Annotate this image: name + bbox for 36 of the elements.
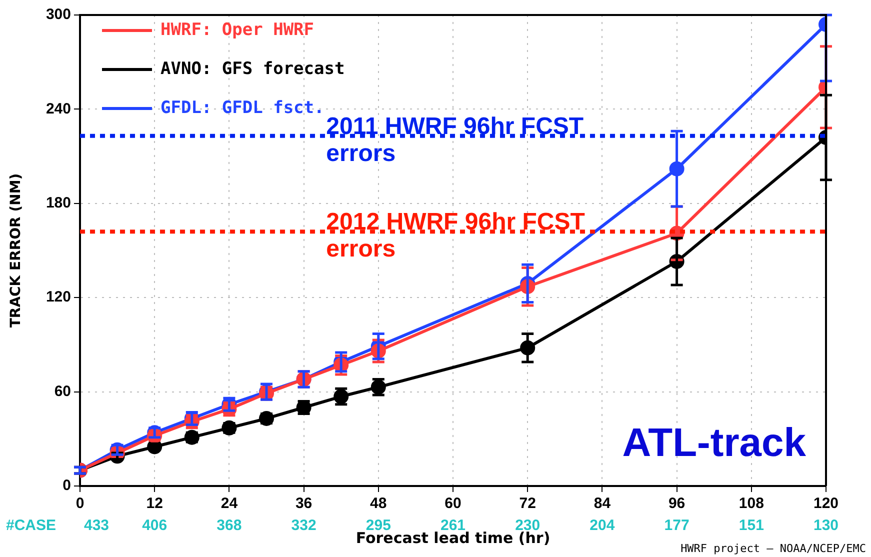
legend-label: AVNO: GFS forecast bbox=[160, 58, 345, 79]
x-tick-label: 84 bbox=[594, 495, 612, 512]
x-tick-label: 24 bbox=[220, 495, 238, 512]
x-tick-label: 96 bbox=[668, 495, 686, 512]
legend-label: HWRF: Oper HWRF bbox=[160, 20, 314, 40]
x-tick-label: 36 bbox=[295, 495, 312, 512]
text: 130 bbox=[813, 517, 839, 534]
x-tick-label: 0 bbox=[76, 495, 84, 512]
y-tick-label: 180 bbox=[46, 194, 71, 212]
y-axis-title: TRACK ERROR (NM) bbox=[8, 173, 24, 328]
y-tick-label: 300 bbox=[46, 6, 71, 24]
y-tick-label: 120 bbox=[46, 288, 71, 306]
annotation: ATL-track bbox=[622, 421, 807, 465]
text: 295 bbox=[366, 517, 391, 534]
text: 177 bbox=[664, 517, 690, 534]
x-tick-label: 120 bbox=[813, 495, 839, 512]
y-tick-label: 60 bbox=[54, 382, 71, 400]
x-tick-label: 108 bbox=[738, 495, 764, 512]
text: 332 bbox=[291, 517, 316, 534]
text: 433 bbox=[84, 517, 110, 534]
x-tick-label: 12 bbox=[146, 495, 163, 512]
text: #CASE bbox=[6, 517, 56, 534]
legend-label: GFDL: GFDL fsct. bbox=[160, 98, 324, 118]
ref-line-label: 2012 HWRF 96hr FCST errors bbox=[326, 208, 586, 263]
y-tick-label: 0 bbox=[62, 477, 71, 494]
text: 151 bbox=[738, 517, 764, 534]
y-tick-label: 240 bbox=[46, 100, 71, 118]
text: HWRF project – NOAA/NCEP/EMC bbox=[680, 542, 866, 555]
x-tick-label: 48 bbox=[370, 495, 387, 512]
x-tick-label: 72 bbox=[519, 495, 536, 512]
ref-line-label: 2011 HWRF 96hr FCST errors bbox=[326, 112, 584, 167]
text: 368 bbox=[216, 517, 242, 534]
text: 204 bbox=[590, 517, 616, 534]
text: 261 bbox=[440, 517, 466, 534]
text: 406 bbox=[142, 517, 168, 534]
x-tick-label: 60 bbox=[444, 495, 462, 512]
